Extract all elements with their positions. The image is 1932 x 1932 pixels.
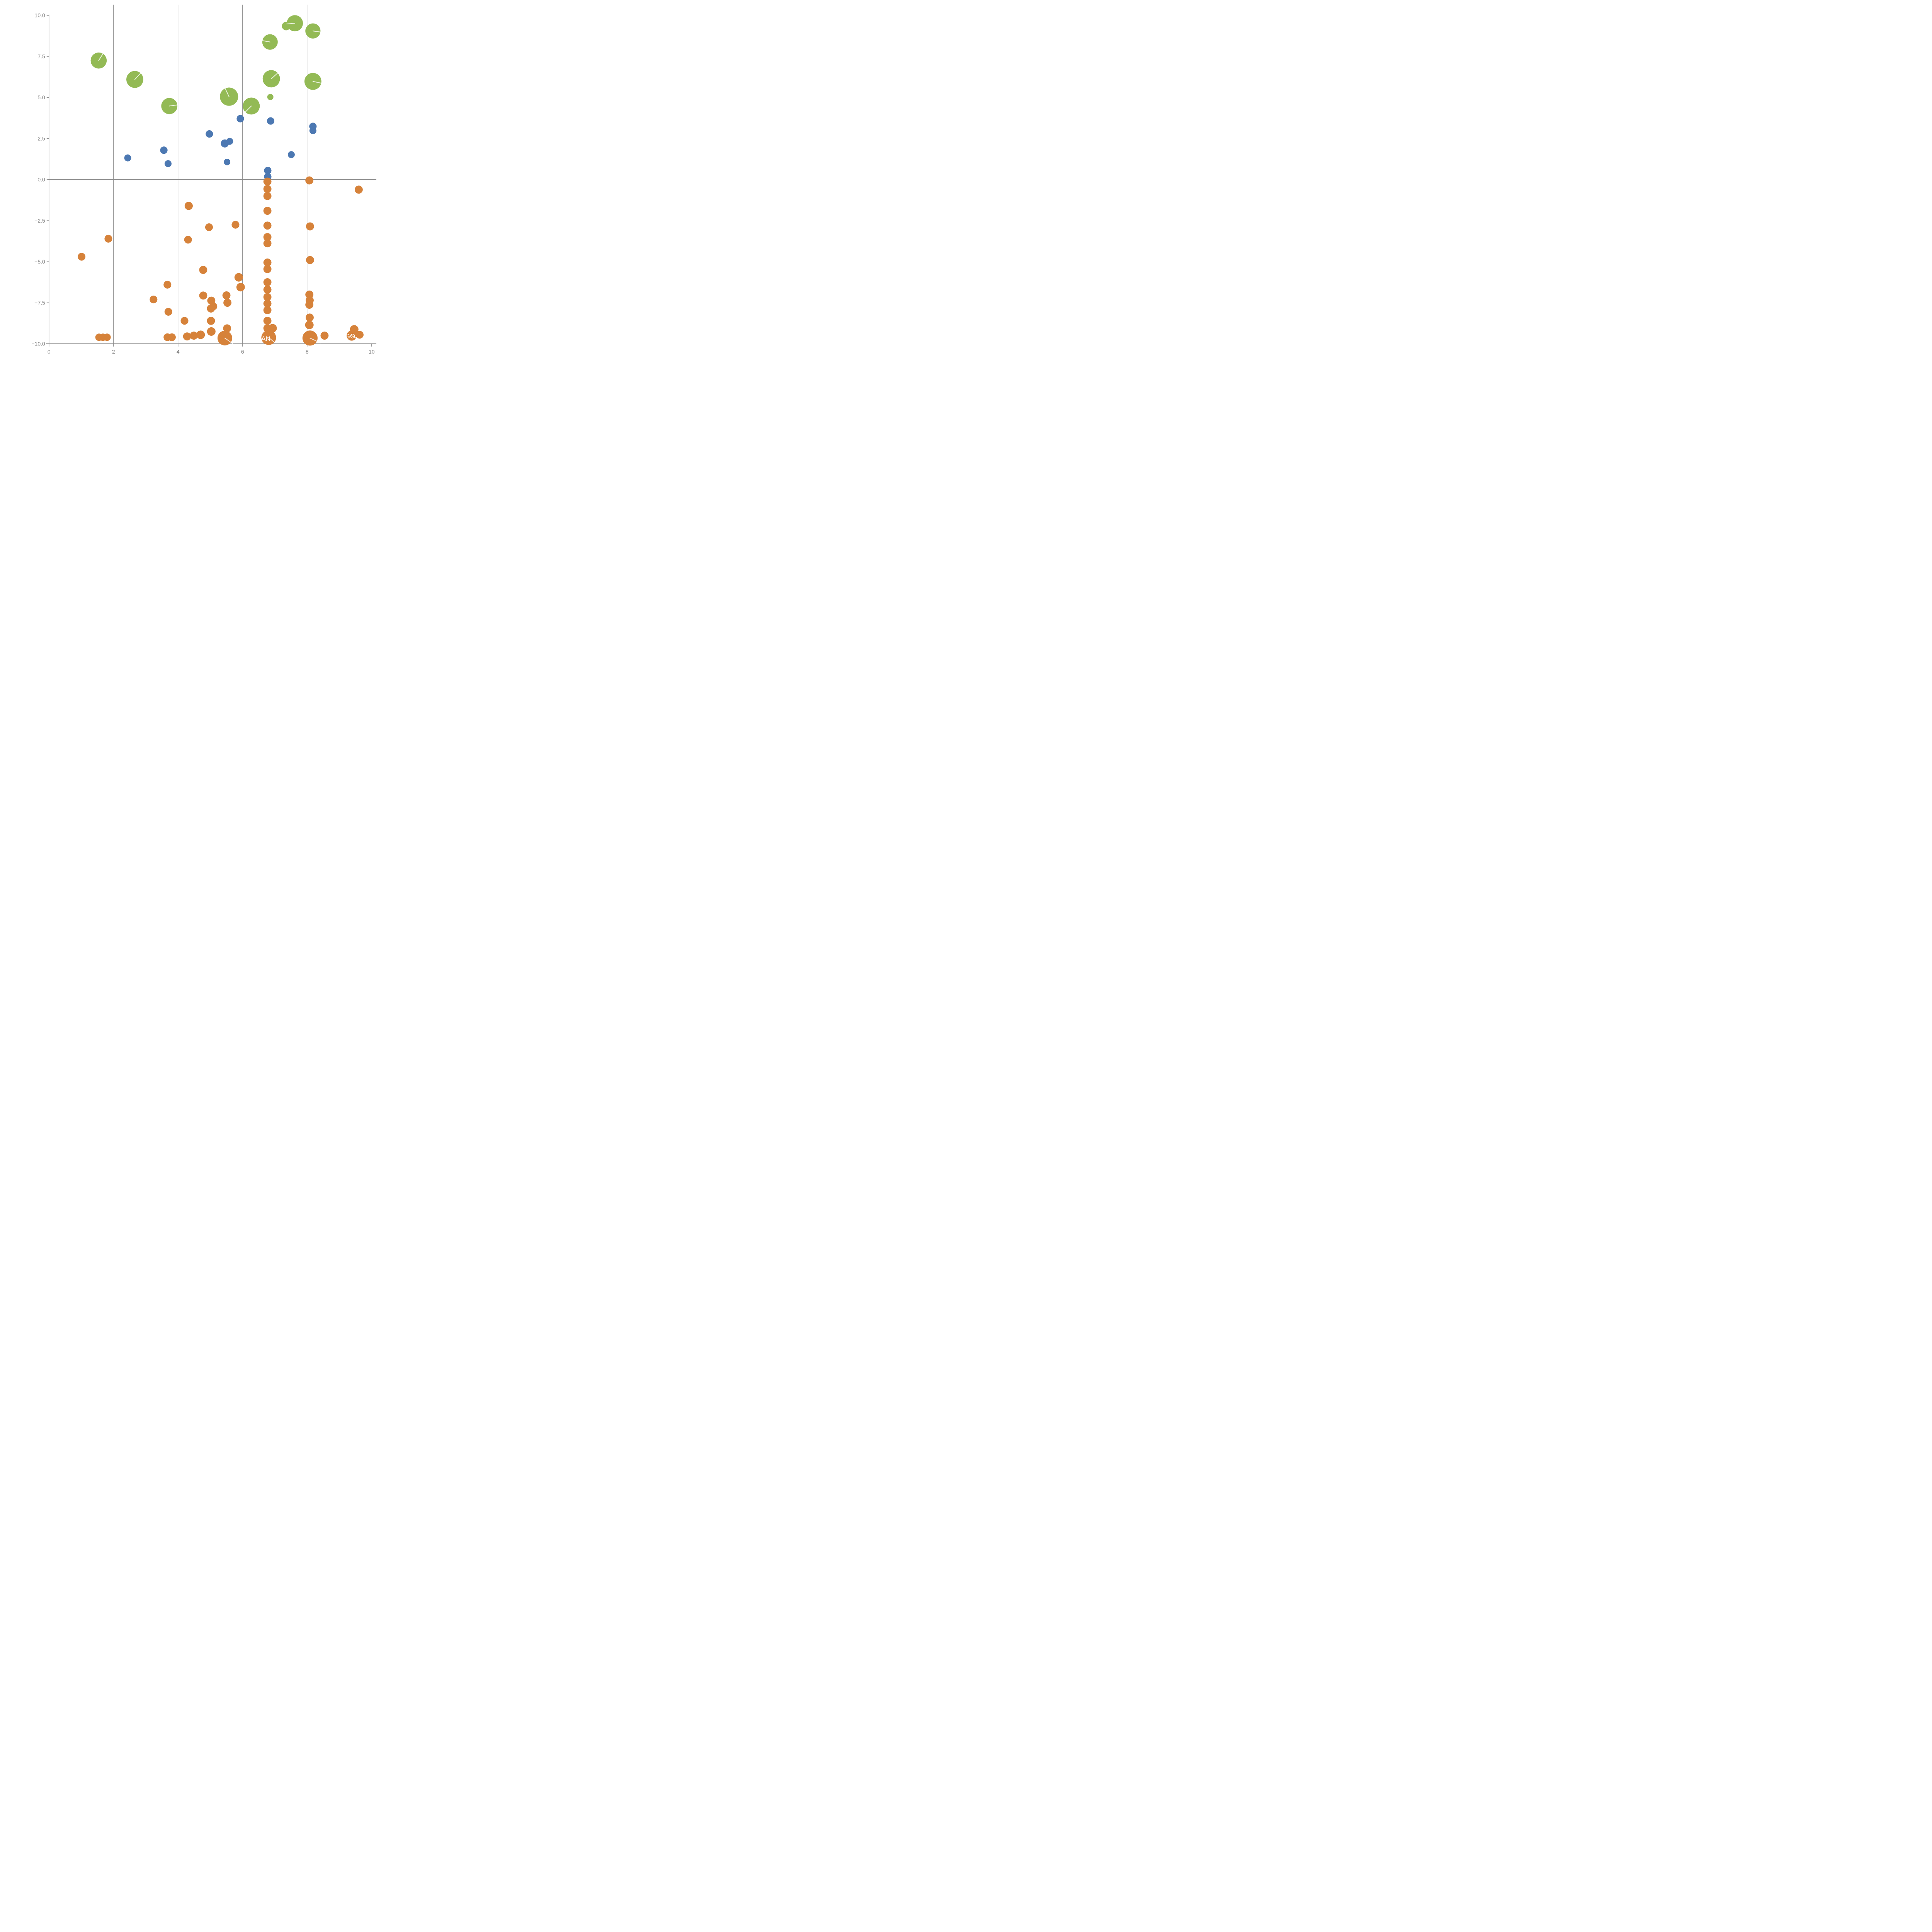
green-bubble-slash (286, 23, 296, 25)
y-tick-label: 7.5 (37, 53, 45, 60)
orange-dot (196, 330, 205, 339)
orange-dot-slash (224, 337, 233, 344)
x-tick-label: 0 (48, 349, 51, 355)
orange-dot (207, 316, 215, 325)
orange-dot (234, 273, 243, 282)
orange-dot (199, 266, 207, 274)
orange-dot (263, 192, 272, 200)
orange-dot (305, 290, 314, 299)
green-bubble-slash (169, 104, 178, 107)
orange-dot (355, 331, 364, 339)
orange-dot (305, 176, 314, 185)
blue-dot (236, 115, 244, 122)
blue-dot (267, 117, 275, 125)
x-tick-label: 6 (241, 349, 244, 355)
bubble-label-go: GO (345, 332, 355, 340)
x-tick-label: 2 (112, 349, 115, 355)
green-bubble-slash (134, 73, 141, 80)
orange-dot (268, 324, 277, 333)
blue-dot (224, 158, 231, 165)
y-tick-label: 5.0 (37, 94, 45, 100)
orange-dot (199, 291, 207, 300)
orange-dot (306, 313, 314, 322)
orange-dot (263, 221, 272, 230)
green-bubble-slash (312, 31, 321, 32)
orange-dot (180, 317, 189, 325)
orange-dot (231, 221, 240, 229)
orange-dot (320, 332, 329, 340)
orange-dot (207, 327, 216, 336)
bubble-scatter-figure: 10.0 7.5 5.0 2.5 0.0 −2.5 −5.0 −7.5 −10.0 0 2 4 6 8 10… (0, 0, 386, 386)
orange-dot (305, 320, 314, 329)
blue-dot (164, 160, 172, 167)
orange-dot (150, 296, 158, 304)
orange-dot (306, 256, 314, 264)
chart-canvas: 10.0 7.5 5.0 2.5 0.0 −2.5 −5.0 −7.5 −10.00 2 4 6 8 10… (31, 5, 376, 355)
y-tick-label: 2.5 (37, 135, 45, 141)
green-bubble-slash (245, 105, 252, 112)
orange-dot (306, 222, 314, 231)
green-bubble-slash (271, 72, 278, 79)
x-tick-label: 4 (177, 349, 180, 355)
y-tick-label: −7.5 (34, 299, 45, 306)
blue-dot (124, 154, 131, 162)
orange-dot (163, 281, 172, 289)
orange-dot (236, 283, 245, 292)
orange-dot (263, 258, 272, 267)
y-tick-label: −5.0 (34, 259, 45, 265)
orange-dot (263, 293, 272, 301)
orange-dot (263, 239, 272, 248)
orange-dot (263, 278, 272, 286)
orange-dot (223, 299, 231, 307)
orange-dot (184, 202, 193, 210)
y-tick-label: −10.0 (31, 341, 45, 347)
x-tick-label: 8 (306, 349, 309, 355)
orange-dot (263, 233, 272, 241)
orange-dot (190, 332, 198, 340)
orange-dot-slash (351, 335, 357, 339)
y-tick-label: −2.5 (34, 218, 45, 224)
orange-dot (263, 177, 272, 186)
orange-dot (263, 265, 272, 273)
orange-dot-slash (310, 337, 321, 344)
orange-dot (207, 296, 216, 305)
y-tick-label: 10.0 (35, 12, 45, 19)
y-tick-label: 0.0 (37, 177, 45, 183)
x-tick-label: 10 (369, 349, 375, 355)
orange-dot (205, 223, 213, 231)
blue-dot (226, 138, 233, 145)
orange-dot (354, 185, 363, 194)
orange-dot (103, 333, 111, 341)
green-bubble-slash (224, 88, 230, 97)
blue-dot (287, 151, 295, 158)
blue-dot (309, 127, 316, 134)
orange-dot (168, 333, 176, 341)
blue-dot (206, 130, 213, 138)
orange-dot (263, 299, 272, 308)
orange-dot (184, 236, 192, 244)
orange-dot (78, 253, 86, 261)
orange-dot (305, 301, 314, 309)
blue-dot (160, 146, 168, 154)
blue-dot (264, 167, 272, 175)
orange-dot (263, 286, 272, 294)
bubble-label-an: AN (261, 335, 270, 342)
orange-dot (223, 324, 231, 333)
orange-dot (263, 185, 272, 193)
green-bubble-slash (98, 53, 104, 61)
orange-dot (222, 291, 231, 299)
orange-dot (183, 332, 191, 341)
orange-dot (164, 308, 172, 316)
orange-dot (263, 306, 272, 315)
orange-dot (207, 304, 215, 313)
orange-dot (263, 316, 272, 325)
orange-dot-slash (268, 337, 275, 343)
green-bubble-slash (262, 40, 270, 43)
green-bubble-slash (312, 81, 322, 84)
orange-dot (104, 235, 112, 243)
orange-dot (263, 207, 272, 215)
green-bubble (267, 94, 274, 100)
